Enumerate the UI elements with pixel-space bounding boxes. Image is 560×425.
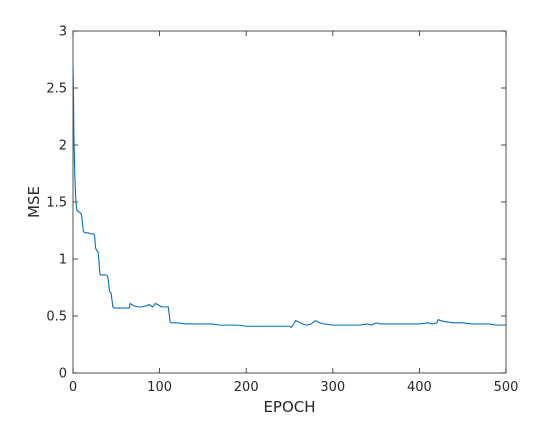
x-tick-label: 200 (234, 380, 259, 395)
y-tick-label: 1 (59, 253, 67, 268)
y-tick-label: 2.5 (46, 82, 67, 97)
y-tick-label: 3 (59, 25, 67, 40)
plot-area-frame (72, 30, 507, 374)
x-tick-label: 300 (320, 380, 345, 395)
plot-layer: 0 100 200 300 400 500 0 0.5 1 1.5 2 2.5 3 (46, 25, 518, 396)
series-line-mse (72, 65, 506, 328)
y-tick-label: 1.5 (46, 196, 67, 211)
x-tick-label: 0 (69, 380, 77, 395)
x-tick-label: 500 (494, 380, 519, 395)
x-axis-label: EPOCH (263, 398, 315, 416)
y-tick-label: 0.5 (46, 310, 67, 325)
y-tick-label: 0 (59, 367, 67, 382)
y-axis-label: MSE (25, 186, 43, 218)
y-tick-label: 2 (59, 139, 67, 154)
x-tick-label: 100 (147, 380, 172, 395)
x-tick-label: 400 (407, 380, 432, 395)
